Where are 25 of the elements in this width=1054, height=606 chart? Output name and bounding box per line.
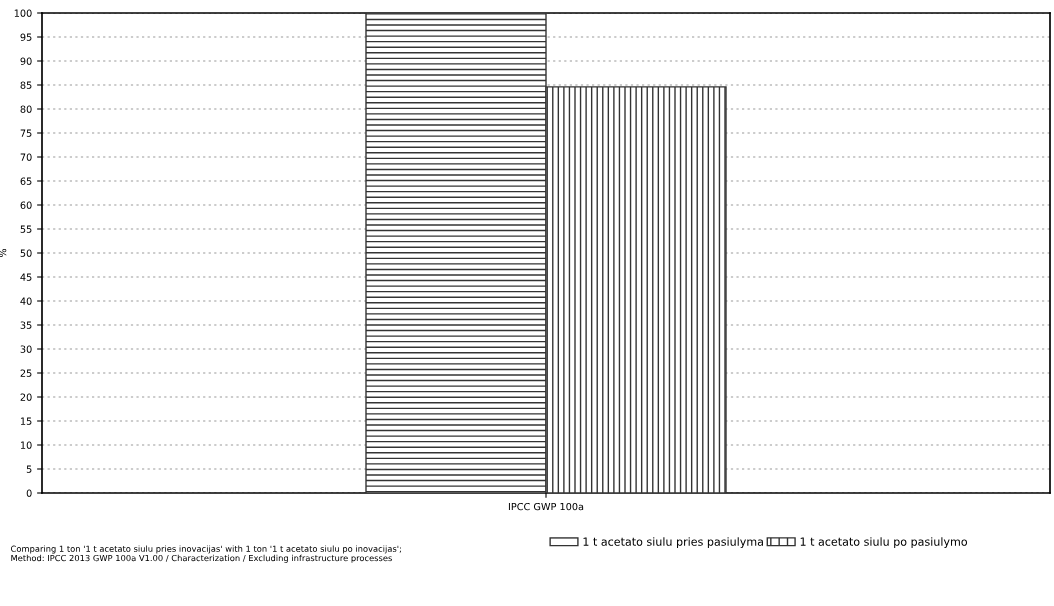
y-tick-label: 85 xyxy=(20,81,32,89)
y-tick-label: 50 xyxy=(20,249,32,257)
text: 1 t acetato siulu po pasiulymo xyxy=(800,537,968,548)
y-tick-label: 70 xyxy=(20,153,32,161)
y-tick-label: 25 xyxy=(20,369,32,377)
y-tick-label: 60 xyxy=(20,201,32,209)
y-tick-label: 40 xyxy=(20,297,32,305)
y-tick-label: 90 xyxy=(20,57,32,65)
y-tick-label: 65 xyxy=(20,177,32,185)
y-tick-label: 100 xyxy=(14,9,32,17)
y-tick-label: 95 xyxy=(20,33,32,41)
y-tick-label: 75 xyxy=(20,129,32,137)
x-tick-label: IPCC GWP 100a xyxy=(508,502,584,511)
y-tick-label: 30 xyxy=(20,345,32,353)
y-tick-label: 45 xyxy=(20,273,32,281)
y-tick-label: 55 xyxy=(20,225,32,233)
y-tick-label: 5 xyxy=(26,465,32,473)
y-tick-label: 10 xyxy=(20,441,32,449)
y-tick-label: 15 xyxy=(20,417,32,425)
y-tick-label: 0 xyxy=(26,489,32,497)
y-tick-label: 80 xyxy=(20,105,32,113)
y-tick-label: 20 xyxy=(20,393,32,401)
text: Comparing 1 ton '1 t acetato siulu pries inovacijas' with 1 ton '1 t acetato siulu po inovacijas'; Method: IPCC 2013 GWP 100a V1.00 / Characterization / Excluding infrastructure processes xyxy=(11,545,401,563)
y-tick-label: 35 xyxy=(20,321,32,329)
text: 1 t acetato siulu pries pasiulyma xyxy=(583,537,763,548)
